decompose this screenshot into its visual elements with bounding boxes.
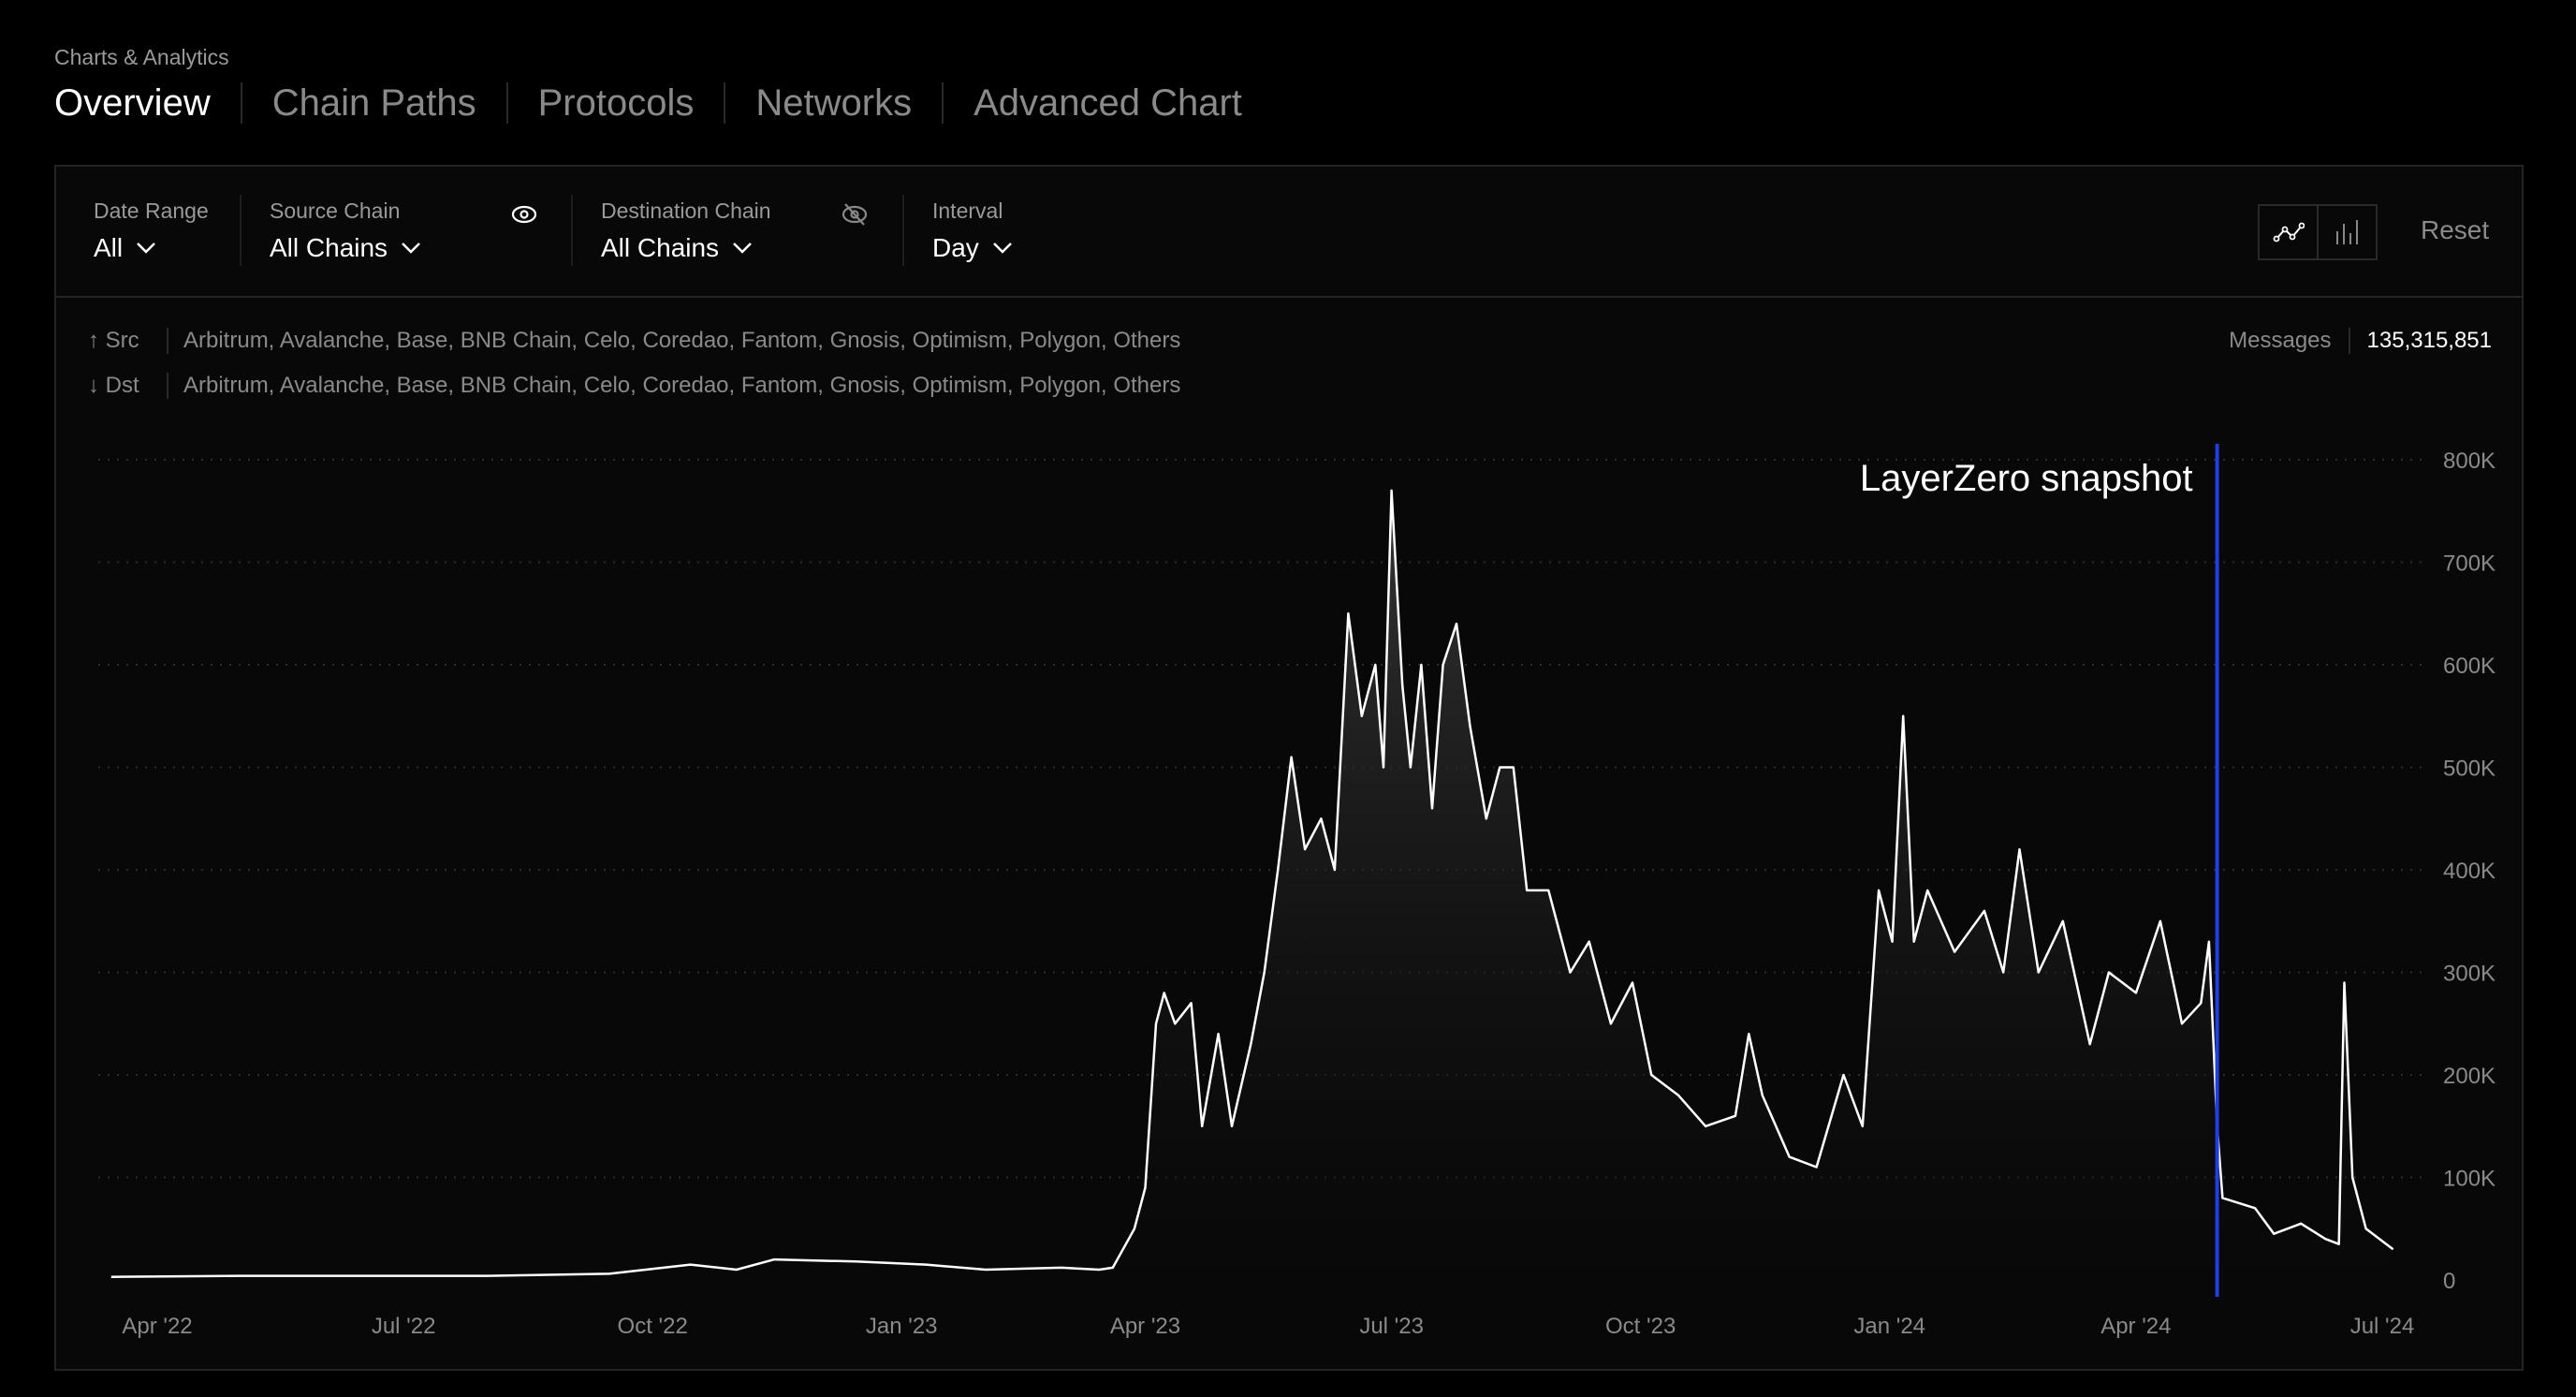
series-line <box>110 489 2394 1278</box>
tab-bar: Overview Chain Paths Protocols Networks … <box>54 82 1272 124</box>
tab-networks[interactable]: Networks <box>724 82 942 124</box>
dst-label: ↓ Dst <box>88 373 168 399</box>
y-tick-label: 0 <box>2443 1269 2455 1294</box>
y-tick-label: 400K <box>2443 859 2496 884</box>
interval-value: Day <box>932 233 979 262</box>
messages-value: 135,315,851 <box>2366 328 2492 353</box>
eye-off-icon[interactable] <box>841 200 869 228</box>
tab-protocols[interactable]: Protocols <box>505 82 724 124</box>
interval-filter: Interval Day <box>932 199 1013 263</box>
date-range-value: All <box>94 233 124 262</box>
tab-chain-paths[interactable]: Chain Paths <box>240 82 506 124</box>
tab-overview[interactable]: Overview <box>54 82 211 124</box>
divider <box>902 195 904 266</box>
y-tick-label: 500K <box>2443 757 2496 782</box>
chart-type-toggle <box>2258 204 2378 260</box>
y-tick-label: 800K <box>2443 449 2496 474</box>
bar-chart-button[interactable] <box>2319 206 2376 258</box>
x-tick-label: Jul '24 <box>2350 1314 2415 1339</box>
x-tick-label: Apr '24 <box>2100 1314 2171 1339</box>
x-tick-label: Jan '23 <box>866 1314 938 1339</box>
destination-chain-select[interactable]: All Chains <box>601 233 771 263</box>
y-tick-label: 200K <box>2443 1064 2496 1089</box>
date-range-filter: Date Range All <box>94 199 209 263</box>
filter-bar: Date Range All Source Chain All Chains D… <box>56 167 2522 298</box>
x-tick-label: Oct '22 <box>618 1314 688 1339</box>
src-chains: Arbitrum, Avalanche, Base, BNB Chain, Ce… <box>183 328 1181 353</box>
tab-advanced-chart[interactable]: Advanced Chart <box>942 82 1272 124</box>
divider <box>571 195 573 266</box>
date-range-select[interactable]: All <box>94 233 209 263</box>
date-range-label: Date Range <box>94 199 209 223</box>
x-tick-label: Jul '23 <box>1359 1314 1424 1339</box>
eye-icon[interactable] <box>510 200 538 228</box>
y-tick-label: 600K <box>2443 654 2496 679</box>
chevron-down-icon <box>733 243 752 254</box>
source-chain-value: All Chains <box>270 233 388 262</box>
source-chain-select[interactable]: All Chains <box>270 233 421 263</box>
breadcrumb: Charts & Analytics <box>54 45 229 69</box>
chevron-down-icon <box>402 243 420 254</box>
interval-label: Interval <box>932 199 1003 223</box>
destination-chain-value: All Chains <box>601 233 720 262</box>
chevron-down-icon <box>992 243 1012 254</box>
messages-label: Messages <box>2229 328 2350 354</box>
dst-chains-row: ↓ Dst Arbitrum, Avalanche, Base, BNB Cha… <box>88 373 1180 399</box>
src-chains-row: ↑ Src Arbitrum, Avalanche, Base, BNB Cha… <box>88 328 1180 354</box>
y-tick-label: 100K <box>2443 1167 2496 1192</box>
source-chain-label: Source Chain <box>270 199 401 223</box>
interval-select[interactable]: Day <box>932 233 1013 263</box>
dst-chains: Arbitrum, Avalanche, Base, BNB Chain, Ce… <box>183 373 1181 398</box>
chevron-down-icon <box>137 243 156 254</box>
reset-button[interactable]: Reset <box>2421 215 2490 244</box>
x-tick-label: Jul '22 <box>372 1314 436 1339</box>
src-label: ↑ Src <box>88 328 168 354</box>
dst-label-text: Dst <box>105 373 139 398</box>
series-area <box>110 490 2393 1280</box>
bar-chart-icon <box>2335 220 2358 244</box>
destination-chain-filter: Destination Chain All Chains <box>601 199 771 263</box>
y-tick-label: 700K <box>2443 551 2496 577</box>
x-tick-label: Oct '23 <box>1605 1314 1676 1339</box>
line-chart-icon <box>2273 222 2305 243</box>
y-tick-label: 300K <box>2443 962 2496 987</box>
line-chart-button[interactable] <box>2260 206 2319 258</box>
messages-total: Messages 135,315,851 <box>2229 328 2492 354</box>
x-tick-label: Apr '22 <box>122 1314 192 1339</box>
x-tick-label: Apr '23 <box>1110 1314 1180 1339</box>
annotation-label: LayerZero snapshot <box>1860 458 2193 499</box>
divider <box>240 195 242 266</box>
src-label-text: Src <box>105 328 139 353</box>
source-chain-filter: Source Chain All Chains <box>270 199 421 263</box>
x-tick-label: Jan '24 <box>1853 1314 1925 1339</box>
destination-chain-label: Destination Chain <box>601 199 771 223</box>
